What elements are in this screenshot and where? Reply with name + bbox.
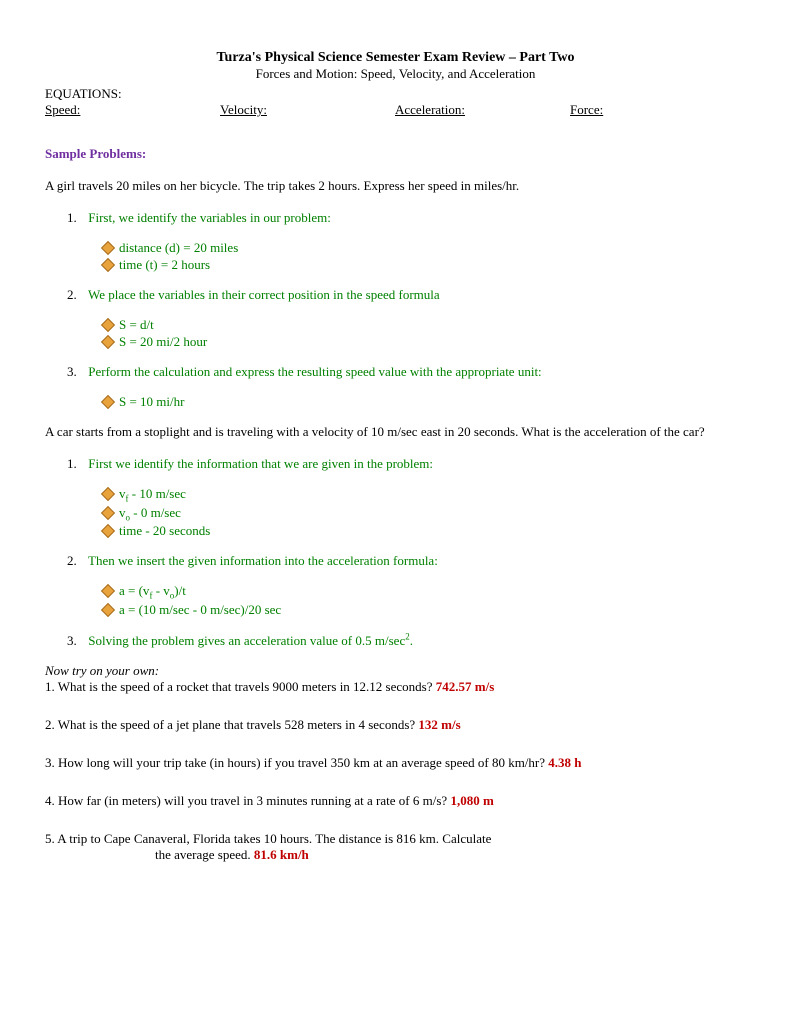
practice-a5: 81.6 km/h [254, 847, 309, 862]
problem1-step: 3. Perform the calculation and express t… [67, 364, 746, 380]
eq-velocity: Velocity: [220, 102, 267, 117]
practice-q5-line1: 5. A trip to Cape Canaveral, Florida tak… [45, 831, 491, 846]
diamond-bullet-icon [101, 241, 115, 255]
practice-q5: 5. A trip to Cape Canaveral, Florida tak… [45, 831, 746, 863]
bullet-list: a = (vf - vo)/ta = (10 m/sec - 0 m/sec)/… [103, 583, 746, 618]
bullet-list: S = 10 mi/hr [103, 394, 746, 410]
practice-item: 3. How long will your trip take (in hour… [45, 755, 746, 771]
diamond-bullet-icon [101, 584, 115, 598]
bullet-item: a = (vf - vo)/t [103, 583, 746, 601]
problem2-step: 2. Then we insert the given information … [67, 553, 746, 569]
practice-item: 4. How far (in meters) will you travel i… [45, 793, 746, 809]
bullet-item: vf - 10 m/sec [103, 486, 746, 504]
bullet-list: vf - 10 m/secvo - 0 m/sectime - 20 secon… [103, 486, 746, 539]
diamond-bullet-icon [101, 506, 115, 520]
eq-speed: Speed: [45, 102, 80, 117]
bullet-item: vo - 0 m/sec [103, 505, 746, 523]
practice-answer: 1,080 m [450, 793, 493, 808]
equations-label: EQUATIONS: [45, 86, 746, 102]
practice-answer: 742.57 m/s [436, 679, 495, 694]
try-on-own-header: Now try on your own: [45, 663, 746, 679]
bullet-item: time (t) = 2 hours [103, 257, 746, 273]
bullet-item: S = d/t [103, 317, 746, 333]
bullet-item: S = 10 mi/hr [103, 394, 746, 410]
page-title: Turza's Physical Science Semester Exam R… [45, 50, 746, 66]
equations-row: Speed: Velocity: Acceleration: Force: [45, 102, 746, 118]
diamond-bullet-icon [101, 318, 115, 332]
bullet-item: time - 20 seconds [103, 523, 746, 539]
diamond-bullet-icon [101, 258, 115, 272]
bullet-list: S = d/tS = 20 mi/2 hour [103, 317, 746, 350]
diamond-bullet-icon [101, 524, 115, 538]
bullet-list: distance (d) = 20 milestime (t) = 2 hour… [103, 240, 746, 273]
eq-force: Force: [570, 102, 603, 117]
bullet-item: distance (d) = 20 miles [103, 240, 746, 256]
bullet-item: S = 20 mi/2 hour [103, 334, 746, 350]
bullet-item: a = (10 m/sec - 0 m/sec)/20 sec [103, 602, 746, 618]
problem1-step: 1. First, we identify the variables in o… [67, 210, 746, 226]
practice-q5-line2: the average speed. [155, 847, 254, 862]
practice-item: 2. What is the speed of a jet plane that… [45, 717, 746, 733]
practice-answer: 132 m/s [418, 717, 460, 732]
practice-question: 3. How long will your trip take (in hour… [45, 755, 548, 770]
practice-question: 2. What is the speed of a jet plane that… [45, 717, 418, 732]
problem1-text: A girl travels 20 miles on her bicycle. … [45, 178, 746, 194]
practice-question: 1. What is the speed of a rocket that tr… [45, 679, 436, 694]
diamond-bullet-icon [101, 335, 115, 349]
sample-problems-header: Sample Problems: [45, 146, 746, 162]
problem1-step: 2. We place the variables in their corre… [67, 287, 746, 303]
diamond-bullet-icon [101, 603, 115, 617]
problem2-step: 3. Solving the problem gives an accelera… [67, 632, 746, 649]
page-subtitle: Forces and Motion: Speed, Velocity, and … [45, 66, 746, 82]
eq-acceleration: Acceleration: [395, 102, 465, 117]
problem2-step: 1. First we identify the information tha… [67, 456, 746, 472]
practice-answer: 4.38 h [548, 755, 581, 770]
diamond-bullet-icon [101, 395, 115, 409]
practice-question: 4. How far (in meters) will you travel i… [45, 793, 450, 808]
diamond-bullet-icon [101, 487, 115, 501]
practice-item: 1. What is the speed of a rocket that tr… [45, 679, 746, 695]
problem2-text: A car starts from a stoplight and is tra… [45, 424, 746, 440]
